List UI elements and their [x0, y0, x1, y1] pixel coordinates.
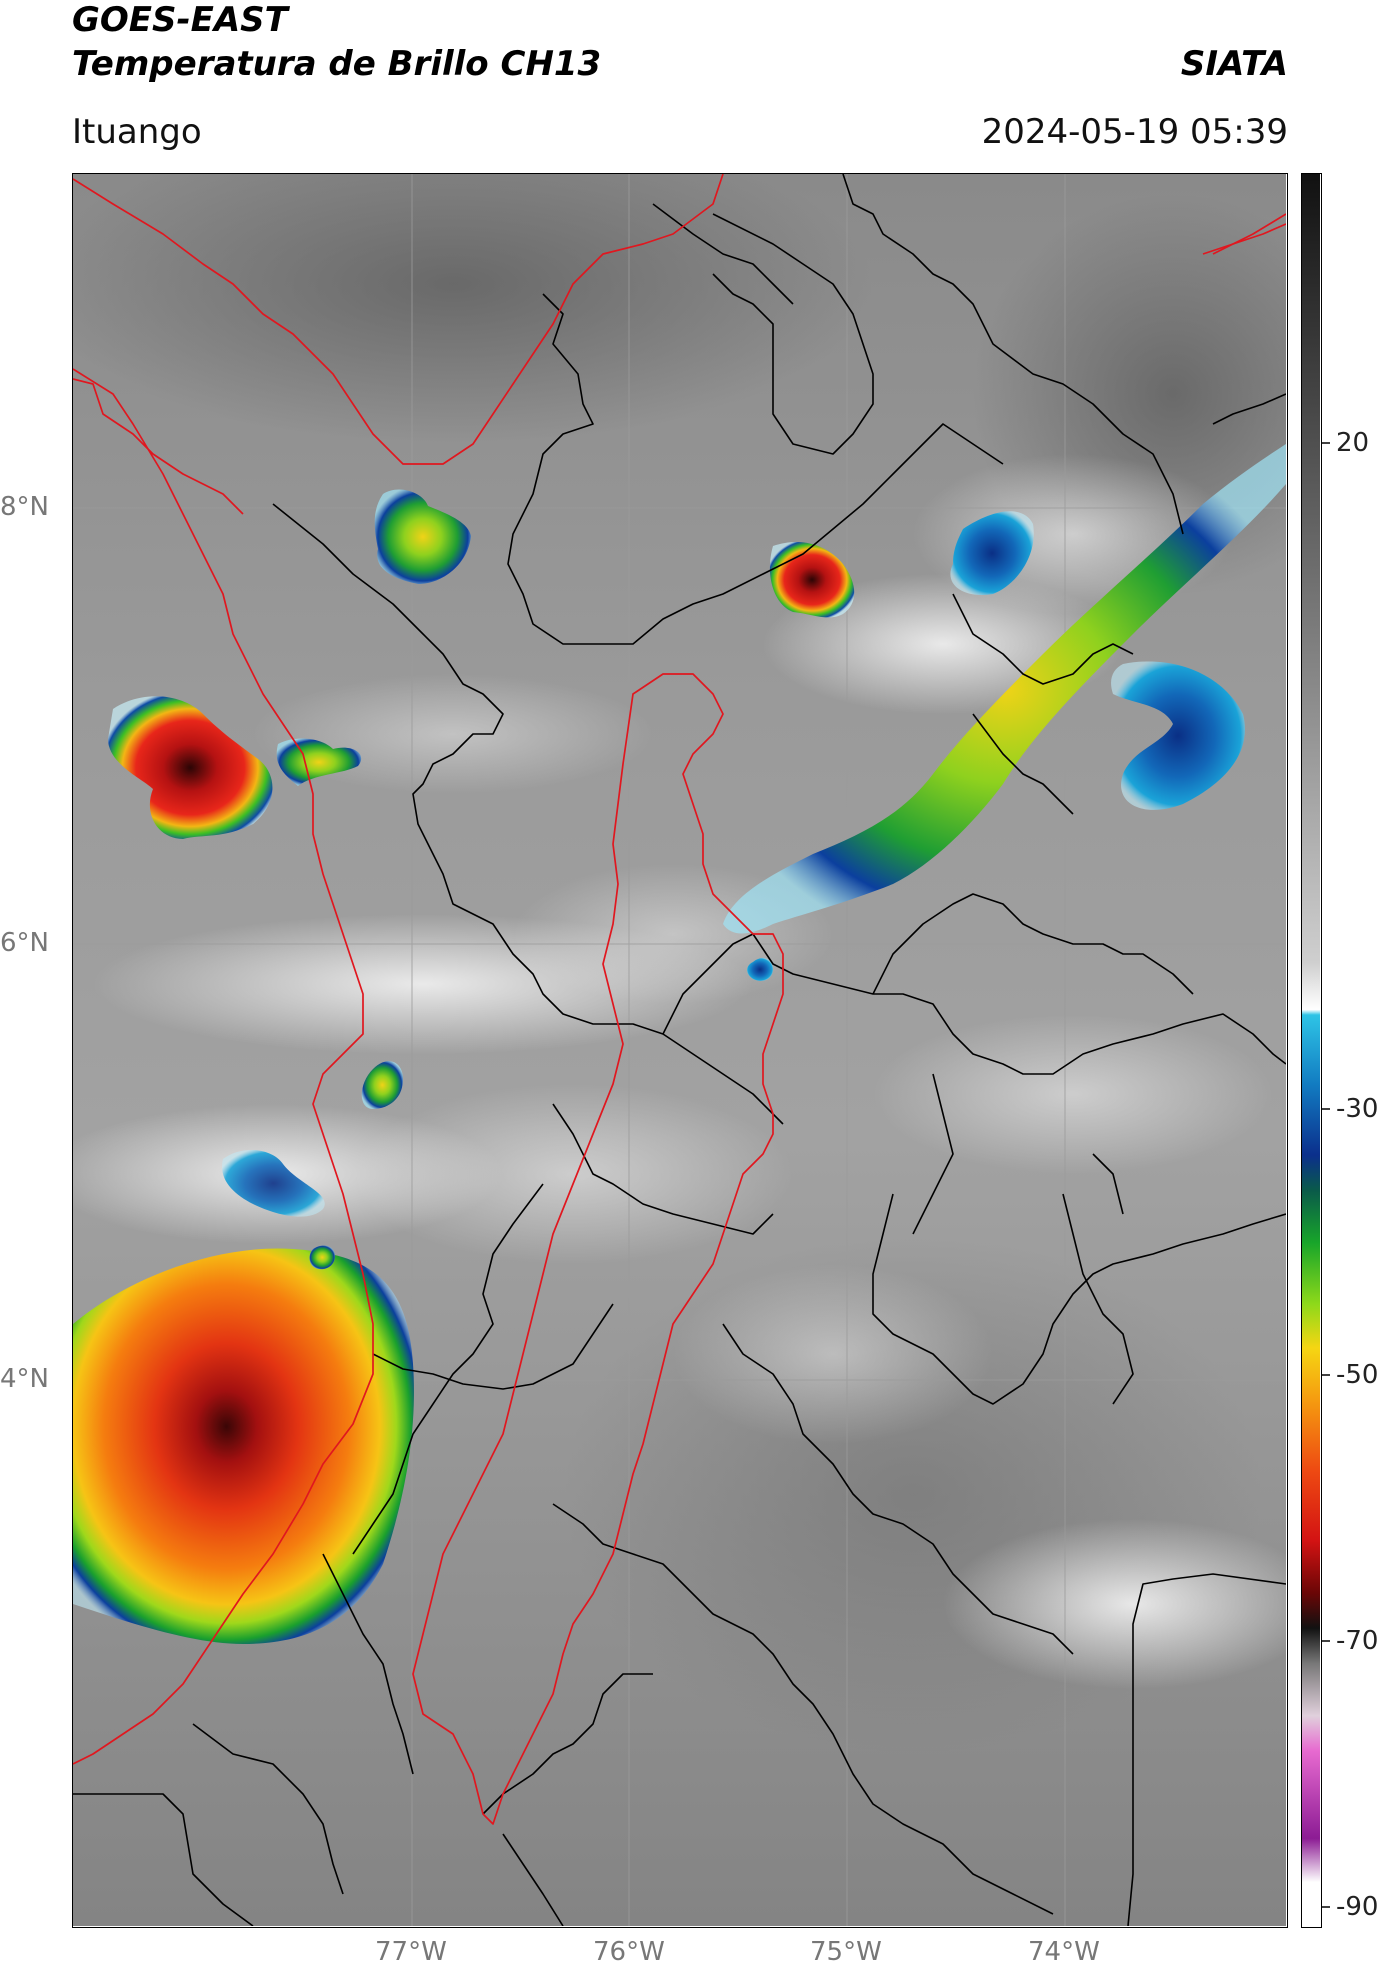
storm-small-southwest-green: [309, 1245, 335, 1270]
colorbar-tick-minus90: -90: [1336, 1892, 1379, 1922]
storm-band-northeast: [723, 444, 1286, 934]
lat-label-6n: 6°N: [0, 928, 49, 958]
storm-north-center: [769, 542, 855, 618]
storm-small-west: [276, 738, 362, 786]
lat-label-4n: 4°N: [0, 1364, 49, 1394]
org-label: SIATA: [1180, 44, 1288, 84]
dark-cloudfree-area: [73, 174, 873, 444]
storm-large-southwest: [73, 1248, 414, 1644]
datetime-label: 2024-05-19 05:39: [981, 112, 1288, 152]
admin-boundaries: [73, 174, 1286, 1926]
colorbar-tick-20: 20: [1336, 428, 1370, 458]
satellite-title: GOES-EAST: [72, 0, 288, 40]
storm-west: [108, 696, 273, 839]
location-label: Ituango: [72, 112, 202, 152]
storm-north-west: [374, 489, 471, 584]
red-boundaries: [73, 174, 1286, 1825]
colorbar-tick-minus70: -70: [1336, 1626, 1379, 1656]
lon-label-74w: 74°W: [1028, 1937, 1100, 1967]
lon-label-77w: 77°W: [375, 1937, 447, 1967]
storm-coast-small: [361, 1061, 403, 1109]
storm-east-ring: [1111, 661, 1245, 810]
storm-northeast-blue: [950, 511, 1034, 595]
storm-scattered-southwest: [222, 1149, 325, 1217]
product-title: Temperatura de Brillo CH13: [72, 44, 602, 84]
lat-label-8n: 8°N: [0, 492, 49, 522]
colorbar-tick-minus50: -50: [1336, 1360, 1379, 1390]
storm-cells: [73, 444, 1286, 1644]
storm-small-blue-center: [747, 958, 773, 981]
colorbar: [1301, 173, 1322, 1928]
map-svg: [73, 174, 1286, 1926]
colorbar-tick-minus30: -30: [1336, 1094, 1379, 1124]
colorbar-ticks: [1322, 442, 1330, 1908]
lon-label-76w: 76°W: [593, 1937, 665, 1967]
colorbar-gradient: [1302, 174, 1320, 1926]
satellite-map[interactable]: [72, 173, 1288, 1928]
lon-label-75w: 75°W: [810, 1937, 882, 1967]
